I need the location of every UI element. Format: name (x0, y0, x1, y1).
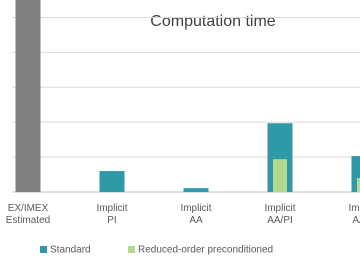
x-tick-label-line: Implicit (96, 203, 127, 214)
x-tick-label-line: EX/IMEX (8, 203, 49, 214)
bar (183, 188, 209, 192)
bar (15, 0, 41, 192)
x-tick-label-line: AA/PI (267, 215, 293, 226)
x-tick-label: EX/IMEX Estimated (6, 203, 50, 226)
legend-swatch (128, 246, 135, 253)
x-tick-label: Implicit AA/PI (264, 203, 295, 226)
legend-label: Reduced-order preconditioned (138, 245, 273, 256)
bar (357, 178, 360, 192)
bar (351, 156, 360, 192)
legend-swatch (40, 246, 47, 253)
x-tick-label-line: Estimated (6, 215, 50, 226)
bar (99, 171, 125, 192)
x-tick-label-line: Implicit (264, 203, 295, 214)
chart-title: Computation time (150, 13, 275, 30)
x-tick-label-line: Implicit (348, 203, 360, 214)
legend-label: Standard (50, 245, 91, 256)
x-tick-label-line: PI (107, 215, 116, 226)
x-tick-label-line: AA (189, 215, 203, 226)
x-tick-label-line: AA/C (352, 215, 360, 226)
x-tick-label: Implicit PI (96, 203, 127, 226)
bar (273, 159, 287, 192)
x-tick-label: Implicit AA (180, 203, 211, 226)
x-tick-label-line: Implicit (180, 203, 211, 214)
